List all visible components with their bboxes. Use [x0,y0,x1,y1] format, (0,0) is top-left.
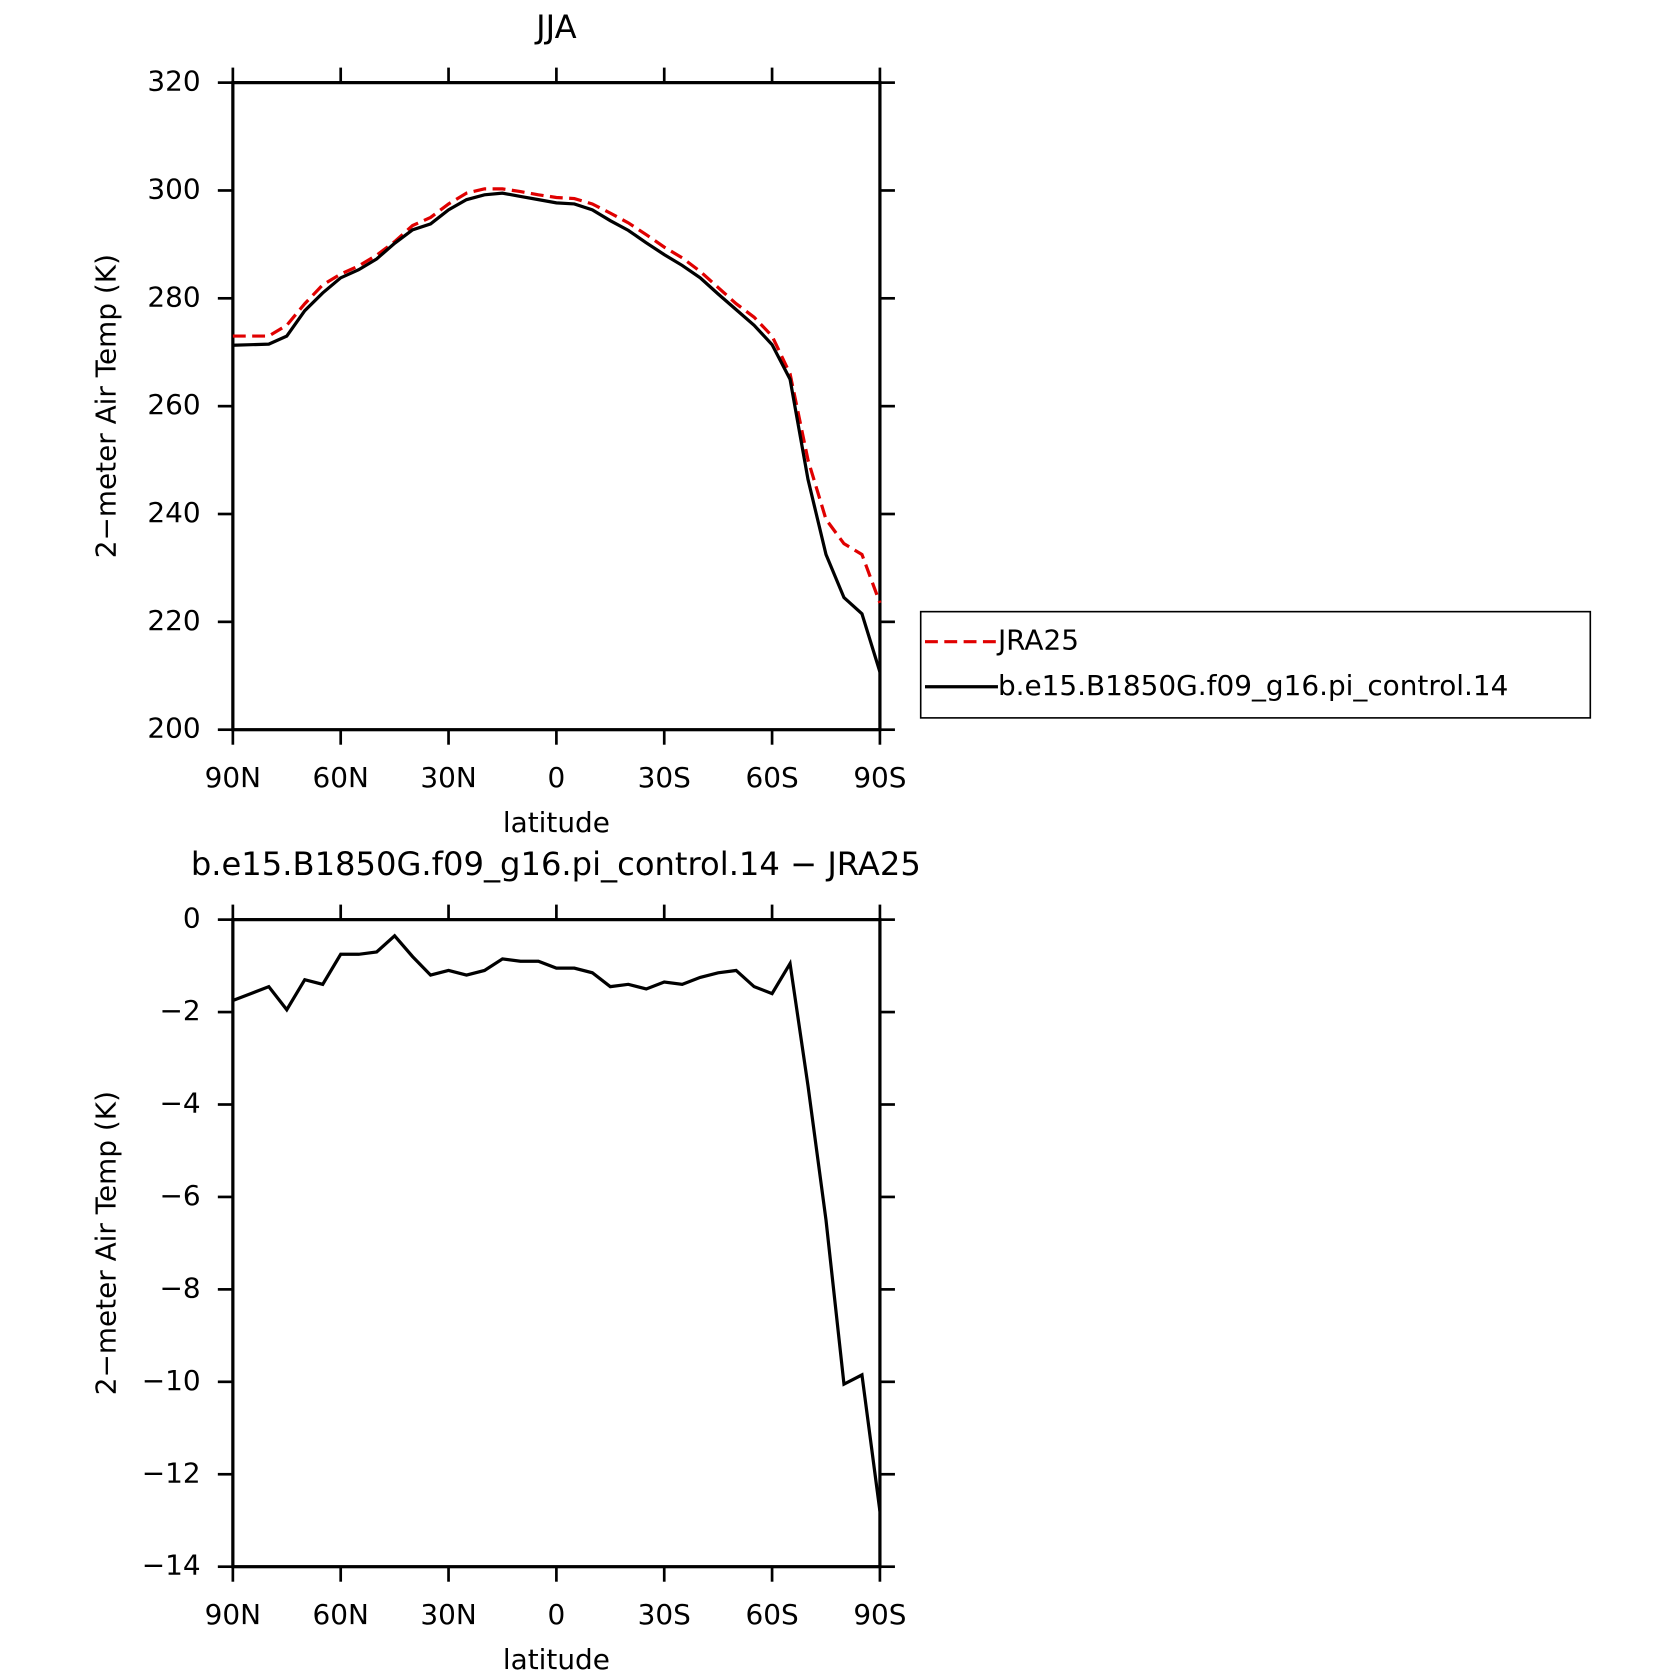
x-tick-label: 60N [313,1598,369,1631]
y-tick-label: −8 [160,1271,201,1304]
x-tick-label: 60S [745,761,798,794]
y-tick-label: −2 [160,994,201,1027]
legend-label: b.e15.B1850G.f09_g16.pi_control.14 [998,669,1508,702]
x-tick-label: 90S [853,761,906,794]
data-line [232,933,882,1512]
y-tick-label: −12 [142,1456,201,1489]
y-axis-label: 2−meter Air Temp (K) [89,254,122,558]
y-tick-label: 280 [147,280,200,313]
x-tick-label: 60S [745,1598,798,1631]
plot-frame [231,81,882,732]
data-line [232,191,882,673]
x-tick-label: 30N [420,1598,476,1631]
y-tick-label: 320 [147,65,200,98]
x-tick-label: 30S [638,1598,691,1631]
y-tick-label: −10 [142,1364,201,1397]
plot-frame [231,918,882,1569]
chart-title: JJA [534,8,576,46]
x-tick-label: 0 [548,761,566,794]
y-tick-label: 0 [183,902,201,935]
y-tick-label: −6 [160,1179,201,1212]
x-tick-label: 30N [420,761,476,794]
y-tick-label: 200 [147,712,200,745]
data-line [232,187,882,604]
x-axis-label: latitude [503,806,610,839]
x-tick-label: 90N [205,1598,261,1631]
legend-box [919,610,1592,719]
x-tick-label: 90S [853,1598,906,1631]
x-tick-label: 60N [313,761,369,794]
legend-label: JRA25 [996,624,1079,657]
y-tick-label: −14 [142,1549,201,1582]
x-tick-label: 0 [548,1598,566,1631]
x-axis-label: latitude [503,1643,610,1674]
y-tick-label: 240 [147,496,200,529]
x-tick-label: 30S [638,761,691,794]
y-tick-label: −4 [160,1087,201,1120]
y-axis-label: 2−meter Air Temp (K) [89,1091,122,1395]
y-tick-label: 300 [147,172,200,205]
y-tick-label: 260 [147,388,200,421]
chart-title: b.e15.B1850G.f09_g16.pi_control.14 − JRA… [191,845,921,883]
x-tick-label: 90N [205,761,261,794]
y-tick-label: 220 [147,604,200,637]
